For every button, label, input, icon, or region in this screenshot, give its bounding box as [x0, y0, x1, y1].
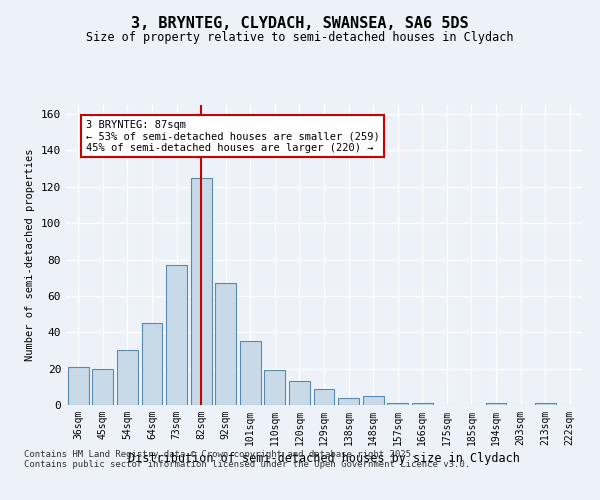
- Bar: [289, 382, 310, 405]
- Bar: [314, 388, 334, 405]
- Text: 3 BRYNTEG: 87sqm
← 53% of semi-detached houses are smaller (259)
45% of semi-det: 3 BRYNTEG: 87sqm ← 53% of semi-detached …: [86, 120, 379, 152]
- Bar: [191, 178, 212, 405]
- Bar: [485, 403, 506, 405]
- Text: Contains HM Land Registry data © Crown copyright and database right 2025.
Contai: Contains HM Land Registry data © Crown c…: [24, 450, 470, 469]
- Y-axis label: Number of semi-detached properties: Number of semi-detached properties: [25, 149, 35, 361]
- Text: Size of property relative to semi-detached houses in Clydach: Size of property relative to semi-detach…: [86, 31, 514, 44]
- Bar: [387, 403, 408, 405]
- Bar: [215, 283, 236, 405]
- Bar: [265, 370, 286, 405]
- Bar: [338, 398, 359, 405]
- Text: 3, BRYNTEG, CLYDACH, SWANSEA, SA6 5DS: 3, BRYNTEG, CLYDACH, SWANSEA, SA6 5DS: [131, 16, 469, 31]
- Bar: [166, 265, 187, 405]
- Bar: [92, 368, 113, 405]
- Bar: [142, 323, 163, 405]
- Bar: [240, 342, 261, 405]
- Bar: [412, 403, 433, 405]
- Bar: [68, 367, 89, 405]
- Bar: [117, 350, 138, 405]
- X-axis label: Distribution of semi-detached houses by size in Clydach: Distribution of semi-detached houses by …: [128, 452, 520, 465]
- Bar: [535, 403, 556, 405]
- Bar: [362, 396, 383, 405]
